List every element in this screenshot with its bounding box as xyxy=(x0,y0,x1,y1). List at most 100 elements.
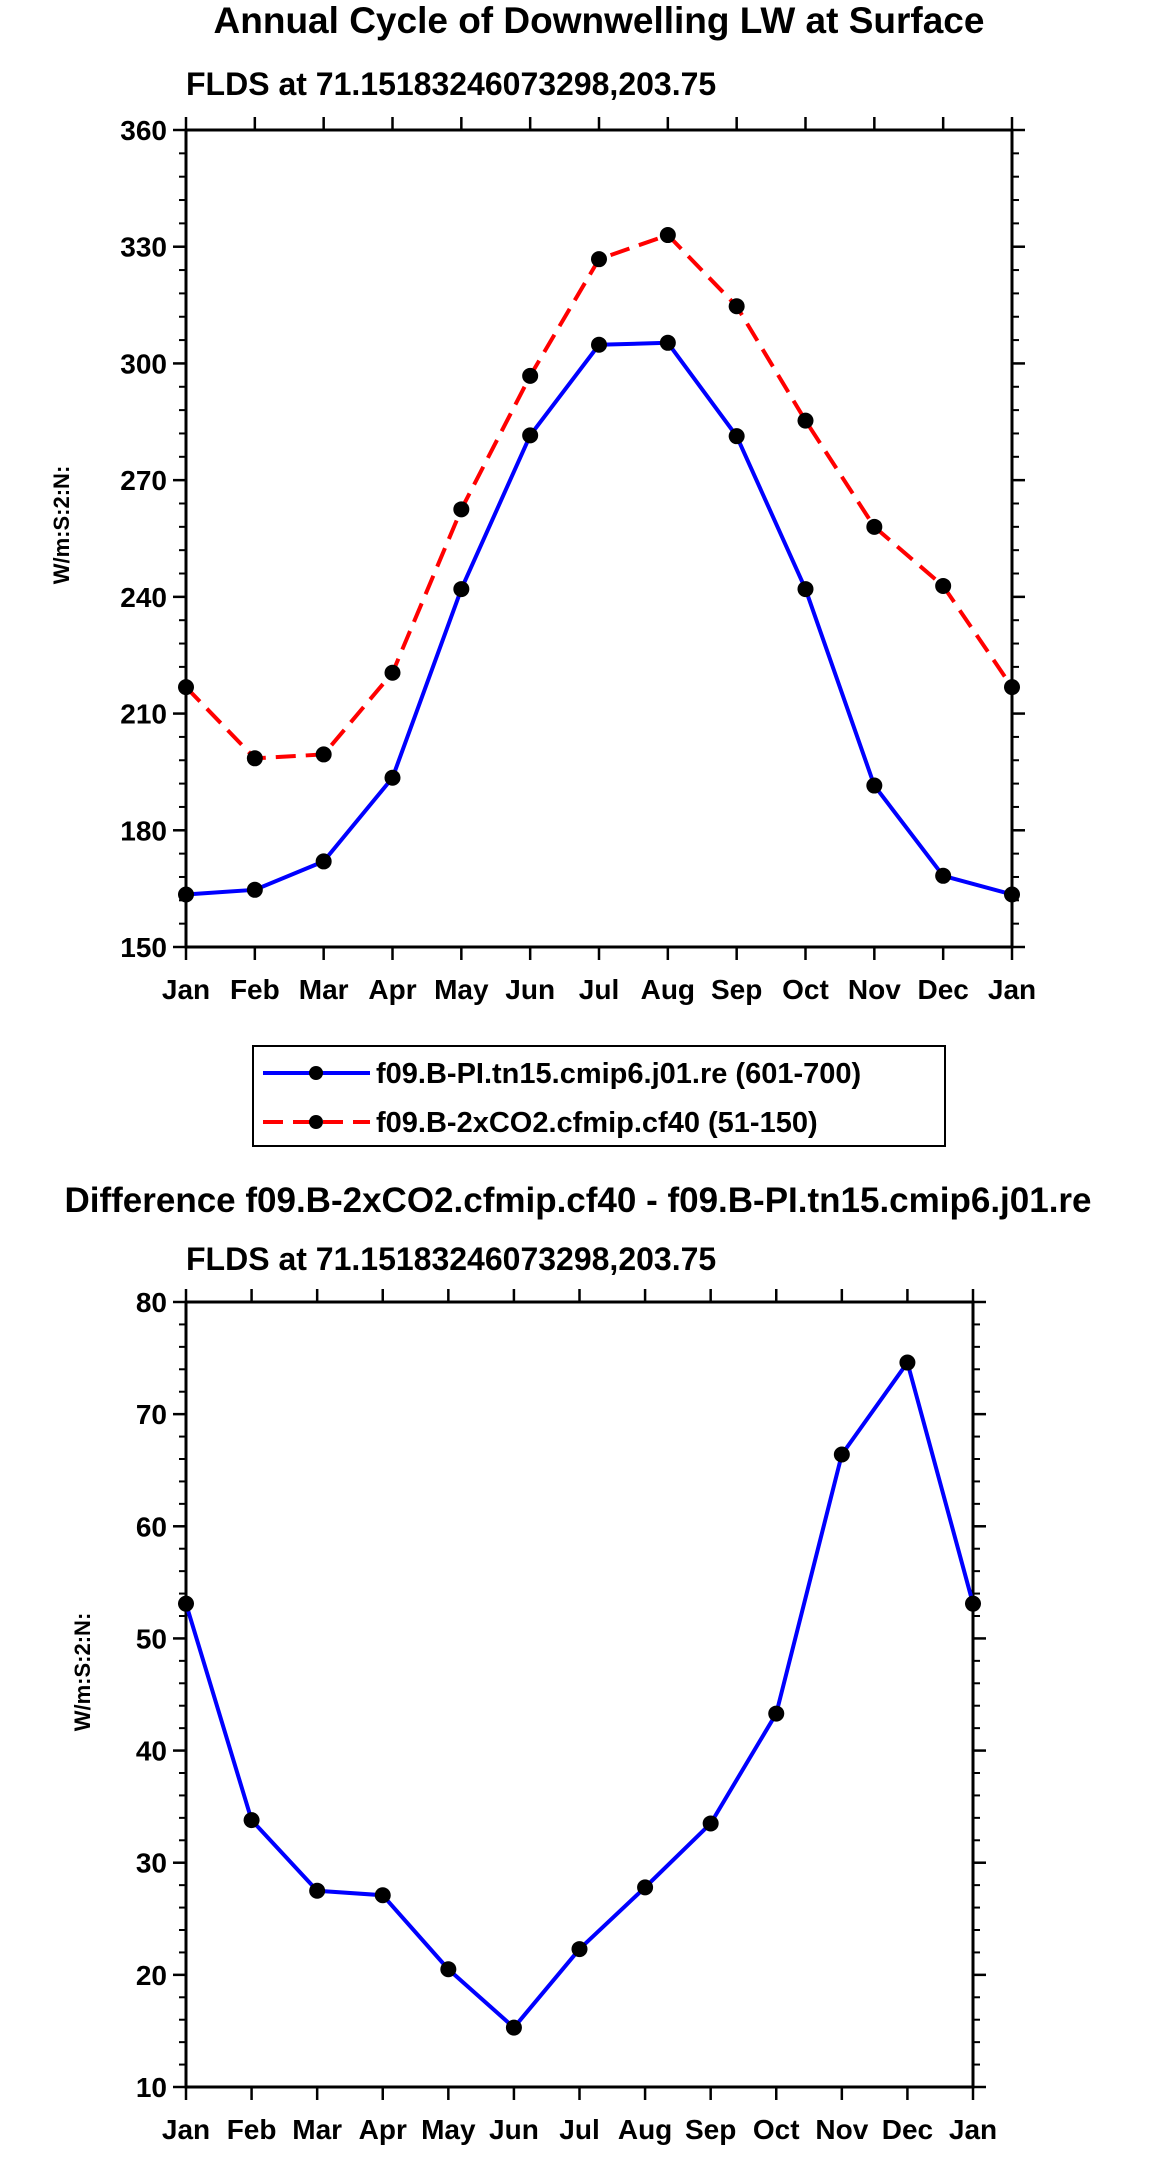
chart1-series-1-point xyxy=(866,518,883,535)
chart1-series-1-point xyxy=(659,227,676,244)
chart1-series-0-point xyxy=(728,428,745,445)
chart2-plot: 10 20 30 40 50 60 70 80 Jan Feb Mar Apr May Jun Jul Aug… xyxy=(136,1287,997,2145)
chart1-ytick-label: 150 xyxy=(120,932,167,963)
chart1-series-1-line xyxy=(184,233,1014,761)
chart1-series-0-point xyxy=(866,777,883,794)
chart1-series-1-point xyxy=(453,501,470,518)
chart1-plot: 150 180 210 240 270 300 330 360 Jan Feb Mar Apr May J… xyxy=(120,115,1036,1005)
legend-label-pi: f09.B-PI.tn15.cmip6.j01.re (601-700) xyxy=(376,1058,861,1090)
chart2-ytick-label: 80 xyxy=(136,1287,167,1318)
chart1-series-0-point xyxy=(246,881,263,898)
chart1-series-1-point xyxy=(728,298,745,315)
chart1-series-1-point xyxy=(246,750,263,767)
chart1-series-1-point xyxy=(797,412,814,429)
chart2-series-0-point xyxy=(899,1354,916,1371)
chart2-ytick-label: 10 xyxy=(136,2072,167,2103)
chart1-xtick-label: Dec xyxy=(917,974,968,1005)
chart1-series-0-point xyxy=(522,427,539,444)
chart1-ytick-label: 180 xyxy=(120,815,167,846)
chart1-series-1-point xyxy=(522,367,539,384)
chart1-series-0-point xyxy=(384,769,401,786)
chart1-xtick-label: Aug xyxy=(641,974,695,1005)
chart1-xtick-label: Jan xyxy=(162,974,210,1005)
chart1-ytick-label: 270 xyxy=(120,465,167,496)
legend-label-2xco2: f09.B-2xCO2.cfmip.cf40 (51-150) xyxy=(376,1107,818,1139)
chart2-ytick-label: 70 xyxy=(136,1399,167,1430)
chart1-series-1-point xyxy=(591,251,607,268)
chart1-series-0-point xyxy=(1004,886,1020,903)
chart1-xtick-label: Jul xyxy=(579,974,619,1005)
chart1-xtick-label: Sep xyxy=(711,974,762,1005)
chart1-ytick-label: 300 xyxy=(120,348,167,379)
chart2-xtick-label: Aug xyxy=(618,2114,672,2145)
chart2-ytick-label: 50 xyxy=(136,1623,167,1654)
chart1-xtick-label: Mar xyxy=(299,974,349,1005)
chart2-xtick-label: Dec xyxy=(882,2114,933,2145)
legend-marker-2xco2 xyxy=(309,1115,323,1129)
chart1-series-0-point xyxy=(315,853,332,870)
chart2-xtick-label: Mar xyxy=(292,2114,342,2145)
chart2-ytick-label: 60 xyxy=(136,1511,167,1542)
chart1-ytick-label: 240 xyxy=(120,582,167,613)
chart1-series-1-point xyxy=(178,679,194,696)
chart1-ytick-label: 330 xyxy=(120,232,167,263)
chart1-xtick-label: Feb xyxy=(230,974,280,1005)
chart2-series-0-point xyxy=(505,2019,522,2036)
chart1-series-0-line xyxy=(185,340,1013,897)
chart2-series-0-point xyxy=(178,1595,194,1612)
chart1-series-0-point xyxy=(453,581,470,598)
legend-box xyxy=(252,1045,946,1147)
chart1-xtick-label: Jun xyxy=(505,974,555,1005)
chart2-xtick-label: May xyxy=(421,2114,476,2145)
chart1-series-0-point xyxy=(178,886,194,903)
chart2-xtick-label: Nov xyxy=(815,2114,868,2145)
chart2-ytick-label: 40 xyxy=(136,1736,167,1767)
chart1-xtick-label: Oct xyxy=(782,974,829,1005)
chart2-xtick-label: Apr xyxy=(359,2114,407,2145)
chart2-series-0-line xyxy=(184,1360,975,2030)
chart1-series-0-point xyxy=(659,334,676,351)
chart1-series-1-point xyxy=(384,664,401,681)
chart1-series-1-point xyxy=(1004,679,1020,696)
chart2-xtick-label: Oct xyxy=(753,2114,800,2145)
chart1-xtick-label: Jan xyxy=(988,974,1036,1005)
chart2-series-0-point xyxy=(243,1812,260,1829)
chart2-ytick-label: 30 xyxy=(136,1848,167,1879)
chart2-series-0-point xyxy=(309,1882,326,1899)
chart2-series-0-point xyxy=(702,1815,719,1832)
chart2-series-0-point xyxy=(833,1446,850,1463)
legend-marker-pi xyxy=(309,1066,323,1080)
chart1-xtick-label: May xyxy=(434,974,489,1005)
chart2-series-0-point xyxy=(965,1595,981,1612)
chart2-series-0-point xyxy=(374,1887,391,1904)
chart2-series-0-point xyxy=(440,1961,457,1978)
chart2-ytick-label: 20 xyxy=(136,1960,167,1991)
chart2-xtick-label: Jun xyxy=(489,2114,539,2145)
chart1-xtick-label: Nov xyxy=(848,974,901,1005)
chart2-xtick-label: Jan xyxy=(949,2114,997,2145)
chart1-title: Annual Cycle of Downwelling LW at Surfac… xyxy=(214,0,985,41)
chart2-subtitle: FLDS at 71.15183246073298,203.75 xyxy=(186,1241,716,1277)
chart2-xtick-label: Jul xyxy=(559,2114,599,2145)
chart1-series-1-point xyxy=(935,577,952,594)
chart1-series-0-point xyxy=(797,581,814,598)
chart1-ytick-label: 210 xyxy=(120,699,167,730)
chart1-xtick-label: Apr xyxy=(368,974,416,1005)
chart2-xtick-label: Jan xyxy=(162,2114,210,2145)
chart1-ylabel: W/m:S:2:N: xyxy=(49,466,74,585)
chart2-ylabel: W/m:S:2:N: xyxy=(70,1613,95,1732)
legend: f09.B-PI.tn15.cmip6.j01.re (601-700) f09… xyxy=(252,1045,946,1147)
chart2-series-0-point xyxy=(571,1941,588,1958)
chart1-ytick-label: 360 xyxy=(120,115,167,146)
chart1-series-1-point xyxy=(315,746,332,763)
chart2-xtick-label: Sep xyxy=(685,2114,736,2145)
chart1-series-0-point xyxy=(591,336,607,353)
chart2-frame xyxy=(184,1300,975,2089)
chart2-xtick-label: Feb xyxy=(227,2114,277,2145)
chart1-series-0-point xyxy=(935,867,952,884)
chart2-title: Difference f09.B-2xCO2.cfmip.cf40 - f09.… xyxy=(64,1181,1091,1220)
chart2-series-0-point xyxy=(637,1879,654,1896)
chart1-subtitle: FLDS at 71.15183246073298,203.75 xyxy=(186,66,716,102)
chart2-series-0-point xyxy=(768,1705,785,1722)
